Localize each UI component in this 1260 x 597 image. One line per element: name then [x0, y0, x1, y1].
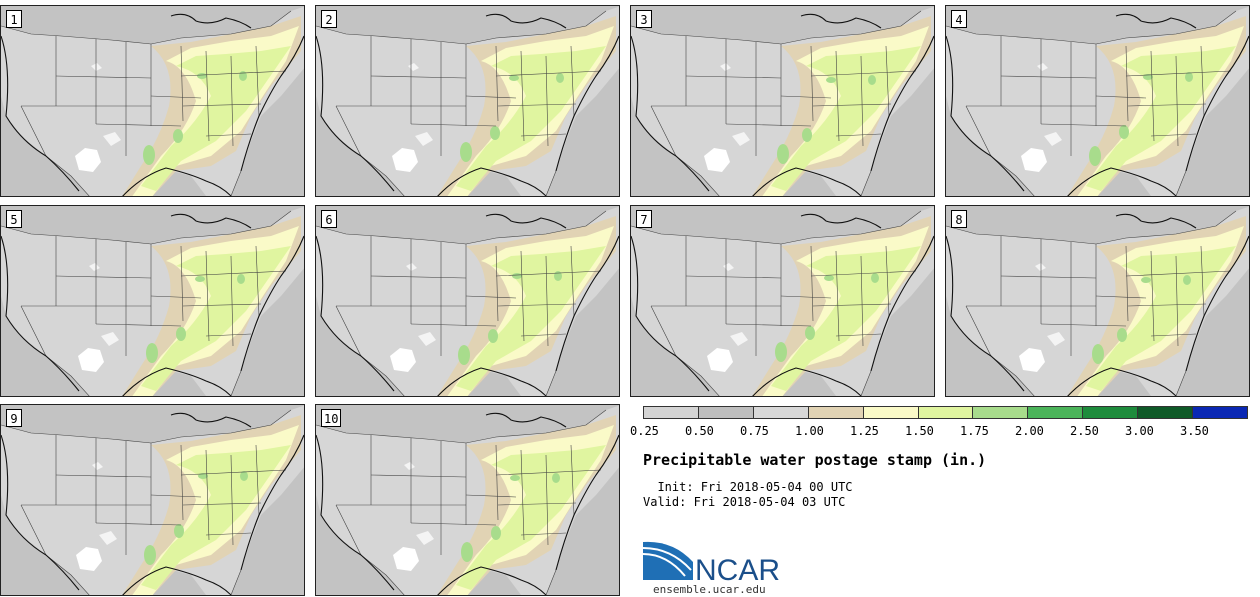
- postage-stamp-map: 7: [630, 205, 935, 397]
- colorbar: [643, 406, 1248, 419]
- postage-stamp-map: 2: [315, 5, 620, 197]
- colorbar-tick-label: 0.75: [740, 424, 769, 438]
- colorbar-tick-label: 0.25: [630, 424, 659, 438]
- colorbar-tick-label: 0.50: [685, 424, 714, 438]
- init-time: Init: Fri 2018-05-04 00 UTC: [643, 480, 853, 494]
- postage-stamp-map: 10: [315, 404, 620, 596]
- ncar-logo: NCAR: [643, 541, 780, 584]
- colorbar-swatch: [753, 407, 809, 418]
- postage-stamp-map: 5: [0, 205, 305, 397]
- stamp-number-label: 5: [6, 210, 22, 228]
- postage-stamp-map: 8: [945, 205, 1250, 397]
- colorbar-tick-label: 1.50: [905, 424, 934, 438]
- colorbar-swatch: [1193, 407, 1247, 418]
- chart-title: Precipitable water postage stamp (in.): [643, 451, 987, 469]
- stamp-number-label: 2: [321, 10, 337, 28]
- postage-stamp-map: 1: [0, 5, 305, 197]
- colorbar-swatch: [863, 407, 919, 418]
- colorbar-tick-label: 1.00: [795, 424, 824, 438]
- colorbar-tick-label: 2.00: [1015, 424, 1044, 438]
- postage-stamp-map: 3: [630, 5, 935, 197]
- postage-stamp-map: 6: [315, 205, 620, 397]
- postage-stamp-map: 4: [945, 5, 1250, 197]
- colorbar-tick-label: 3.50: [1180, 424, 1209, 438]
- postage-stamp-map: 9: [0, 404, 305, 596]
- colorbar-swatch: [808, 407, 864, 418]
- stamp-number-label: 4: [951, 10, 967, 28]
- colorbar-swatch: [698, 407, 754, 418]
- colorbar-tick-label: 2.50: [1070, 424, 1099, 438]
- stamp-number-label: 9: [6, 409, 22, 427]
- stamp-number-label: 7: [636, 210, 652, 228]
- logo-url: ensemble.ucar.edu: [653, 583, 766, 596]
- stamp-number-label: 8: [951, 210, 967, 228]
- colorbar-tick-label: 1.75: [960, 424, 989, 438]
- logo-text: NCAR: [695, 554, 780, 584]
- colorbar-tick-label: 1.25: [850, 424, 879, 438]
- colorbar-swatch: [1138, 407, 1194, 418]
- colorbar-tick-label: 3.00: [1125, 424, 1154, 438]
- colorbar-swatch: [1083, 407, 1139, 418]
- colorbar-swatch: [644, 407, 699, 418]
- colorbar-swatch: [1028, 407, 1084, 418]
- stamp-number-label: 6: [321, 210, 337, 228]
- stamp-number-label: 10: [321, 409, 342, 427]
- valid-time: Valid: Fri 2018-05-04 03 UTC: [643, 495, 846, 509]
- colorbar-swatch: [918, 407, 974, 418]
- stamp-number-label: 1: [6, 10, 22, 28]
- stamp-number-label: 3: [636, 10, 652, 28]
- colorbar-swatch: [973, 407, 1029, 418]
